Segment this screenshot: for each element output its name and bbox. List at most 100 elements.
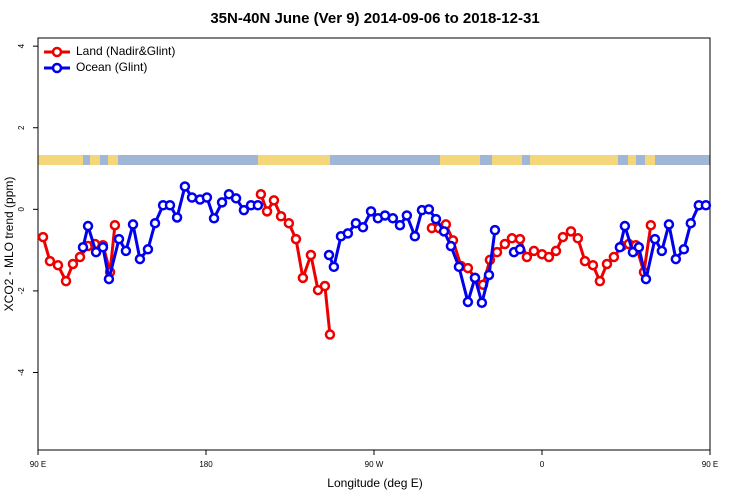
point	[594, 275, 606, 287]
point	[445, 240, 457, 252]
point	[103, 273, 115, 285]
point	[142, 244, 154, 255]
map-strip	[38, 155, 710, 165]
point	[649, 233, 661, 245]
point	[663, 219, 675, 230]
y-tick-label: -2	[17, 287, 26, 295]
point	[171, 212, 183, 223]
point	[255, 188, 267, 200]
point	[572, 233, 584, 244]
point	[44, 255, 56, 267]
point	[401, 210, 413, 221]
point	[521, 251, 533, 263]
point	[290, 233, 302, 245]
point	[179, 181, 191, 192]
x-tick-label: 180	[199, 460, 213, 469]
x-axis-label: Longitude (deg E)	[327, 476, 422, 490]
y-axis-label: XCO2 - MLO trend (ppm)	[2, 177, 16, 312]
point	[134, 253, 146, 265]
point	[323, 249, 335, 261]
point	[430, 213, 442, 225]
point	[113, 233, 125, 245]
legend-label: Land (Nadir&Glint)	[76, 44, 175, 58]
point	[550, 245, 562, 257]
point	[252, 199, 264, 211]
legend-marker	[51, 62, 63, 74]
x-tick-label: 90 W	[365, 460, 384, 469]
legend-label: Ocean (Glint)	[76, 60, 147, 74]
y-tick-label: -4	[17, 368, 26, 376]
y-tick-label: 4	[17, 43, 26, 48]
point	[82, 220, 94, 232]
point	[127, 219, 139, 230]
point	[670, 253, 682, 265]
plot-frame	[37, 37, 711, 451]
point	[387, 213, 399, 224]
point	[608, 251, 620, 263]
point	[499, 238, 511, 250]
point	[238, 204, 250, 216]
point	[275, 211, 287, 222]
point	[97, 242, 109, 253]
point	[633, 242, 645, 253]
point	[685, 217, 697, 229]
point	[109, 219, 121, 231]
point	[208, 213, 220, 224]
point	[261, 206, 273, 217]
x-tick-label: 0	[540, 460, 545, 469]
point	[614, 242, 626, 253]
point	[489, 224, 501, 236]
series-line	[41, 193, 653, 335]
point	[557, 231, 569, 243]
point	[324, 329, 336, 340]
point	[216, 197, 228, 208]
point	[700, 199, 712, 211]
point	[60, 275, 72, 287]
point	[462, 296, 474, 308]
point	[587, 259, 599, 271]
y-tick-label: 0	[17, 207, 26, 212]
x-tick-label: 90 E	[30, 460, 46, 469]
point	[230, 193, 242, 204]
point	[601, 258, 613, 270]
point	[423, 204, 435, 215]
point	[543, 251, 555, 263]
point	[394, 219, 406, 231]
point	[514, 244, 526, 255]
y-tick-label: 2	[17, 125, 26, 130]
point	[297, 272, 309, 284]
point	[365, 206, 377, 217]
point	[483, 269, 495, 281]
point	[319, 280, 331, 292]
point	[453, 261, 465, 273]
point	[619, 220, 631, 232]
point	[164, 199, 176, 211]
point	[283, 217, 295, 229]
point	[462, 262, 474, 274]
point	[268, 195, 280, 206]
point	[476, 297, 488, 308]
point	[357, 222, 369, 233]
point	[579, 255, 591, 267]
point	[90, 246, 102, 258]
legend-marker	[51, 46, 63, 58]
point	[342, 228, 354, 239]
point	[409, 230, 421, 242]
point	[77, 242, 89, 253]
point	[678, 244, 690, 255]
point	[469, 272, 481, 284]
point	[514, 233, 526, 245]
point	[328, 261, 340, 273]
point	[491, 246, 503, 258]
point	[74, 251, 86, 263]
point	[305, 249, 317, 261]
point	[645, 219, 657, 231]
point	[120, 245, 132, 257]
x-tick-label: 90 E	[702, 460, 718, 469]
point	[201, 192, 213, 203]
point	[186, 192, 198, 203]
point	[149, 217, 161, 229]
point	[67, 258, 79, 270]
